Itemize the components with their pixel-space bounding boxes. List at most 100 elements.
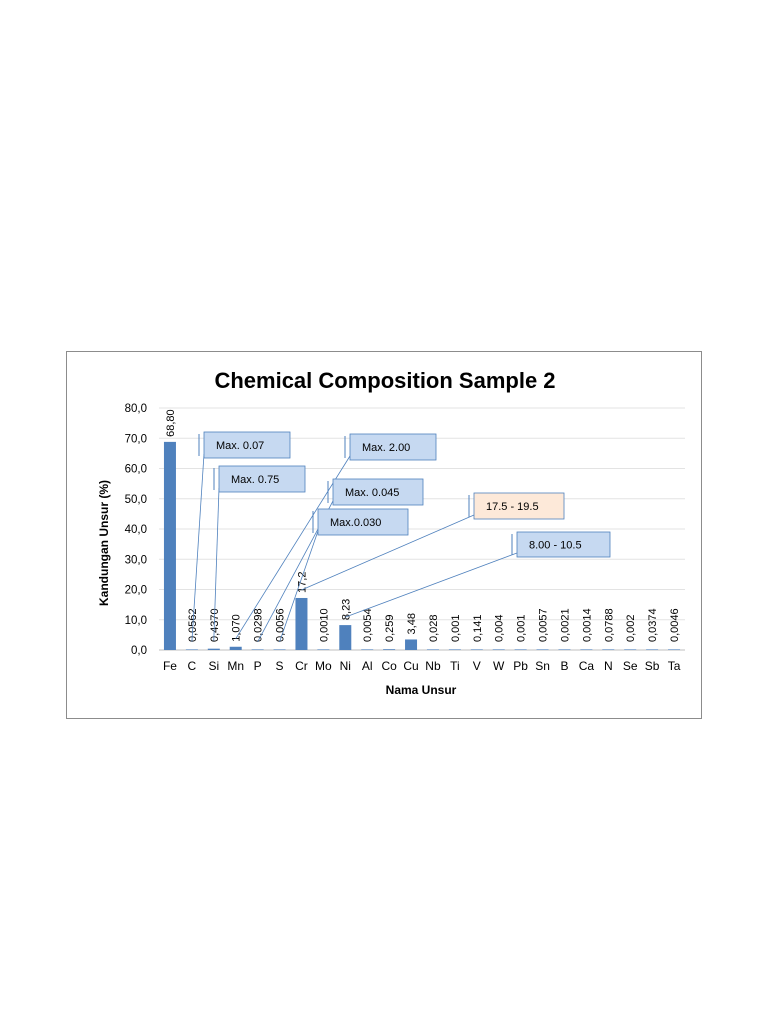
callout-leader [345,552,518,618]
x-tick-label: C [188,659,197,673]
y-tick-label: 20,0 [125,585,147,597]
bar-Se [624,649,637,650]
bar-Cu [405,639,418,650]
x-tick-label: Ni [340,659,351,673]
data-label: 0,0298 [253,608,265,642]
x-tick-label: Fe [163,659,177,673]
callout-leader [235,455,351,639]
data-label: 0,0014 [581,608,593,642]
data-label: 0,0057 [538,608,550,642]
callout-leader [301,514,475,591]
y-tick-label: 10,0 [125,615,147,627]
chart-frame: Chemical Composition Sample 2 0,0 10,0 20,… [66,351,702,719]
x-tick-label: Sb [645,659,660,673]
data-label: 17,2 [296,572,308,593]
y-tick-label: 50,0 [125,494,147,506]
data-label: 0,0374 [647,608,659,642]
x-tick-label: V [473,659,481,673]
x-tick-label: Se [623,659,638,673]
bar-Ti [448,649,461,650]
x-tick-label: Cr [295,659,308,673]
bar-Al [361,649,374,650]
data-label: 68,80 [165,409,177,437]
bar-W [492,649,505,650]
x-tick-label: W [493,659,505,673]
y-tick-label: 70,0 [125,433,147,445]
y-tick-label: 40,0 [125,524,147,536]
data-label: 0,0056 [275,608,287,642]
data-label: 0,0021 [559,608,571,642]
bar-Ta [668,649,681,650]
x-tick-label: Si [208,659,219,673]
callout-box [203,431,291,459]
y-axis-title: Kandungan Unsur (%) [97,480,111,606]
y-tick-label: 0,0 [131,645,147,657]
x-tick-label: Nb [425,659,441,673]
data-label: 0,002 [625,614,637,642]
bar-Sb [646,649,659,650]
data-label: 0,001 [516,614,528,642]
x-tick-label: Pb [513,659,528,673]
x-tick-label: Co [381,659,397,673]
callout-box [332,478,424,506]
bar-Fe [163,441,176,650]
data-label: 0,4370 [209,608,221,642]
bar-C [185,649,198,650]
bar-V [470,649,483,650]
data-label: 0,141 [472,614,484,642]
data-label: 0,004 [494,614,506,642]
bar-Ni [339,625,352,650]
data-label: 0,0010 [318,608,330,642]
x-tick-label: Sn [535,659,550,673]
data-label: 3,48 [406,613,418,634]
x-axis-title: Nama Unsur [386,683,457,697]
callout-leader [213,487,220,641]
bar-Si [207,648,220,650]
x-tick-label: Ti [450,659,460,673]
data-label: 1,070 [231,614,243,642]
data-label: 0,0788 [603,608,615,642]
bar-Ca [580,649,593,650]
x-tick-label: Ta [668,659,681,673]
y-tick-label: 60,0 [125,464,147,476]
y-tick-label: 30,0 [125,554,147,566]
x-tick-label: Al [362,659,373,673]
data-label: 8,23 [340,599,352,620]
bar-P [251,649,264,650]
x-tick-label: Mo [315,659,332,673]
x-tick-label: Mn [227,659,244,673]
data-label: 0,0046 [669,608,681,642]
callout-leader [191,453,205,642]
callout-label: 17.5 - 19.5 [486,501,539,513]
bar-N [602,649,615,650]
bar-S [273,649,286,650]
callout-box [473,492,565,520]
data-label: 0,259 [384,614,396,642]
callout-label: Max.0.030 [330,517,381,529]
callout-label: 8.00 - 10.5 [529,540,582,552]
x-tick-label: P [254,659,262,673]
bar-Nb [426,649,439,650]
data-label: 0,028 [428,614,440,642]
callout-box [516,531,611,558]
x-tick-label: B [560,659,568,673]
bar-B [558,649,571,650]
y-tick-label: 80,0 [125,403,147,415]
callout-label: Max. 2.00 [362,442,410,454]
x-tick-label: Ca [579,659,595,673]
bar-Pb [514,649,527,650]
bar-Cr [295,597,308,650]
callout-label: Max. 0.75 [231,474,279,486]
callout-label: Max. 0.045 [345,487,399,499]
data-label: 0,0054 [362,608,374,642]
callout-leader [279,530,319,643]
bar-Sn [536,649,549,650]
bar-chart: Chemical Composition Sample 2 0,0 10,0 20,… [97,368,685,697]
callout-box [349,433,437,461]
bar-Mo [317,649,330,650]
callout-label: Max. 0.07 [216,440,264,452]
callout-box [317,508,409,536]
bar-Mn [229,646,242,650]
data-label: 0,001 [450,614,462,642]
callout-box [218,465,306,493]
